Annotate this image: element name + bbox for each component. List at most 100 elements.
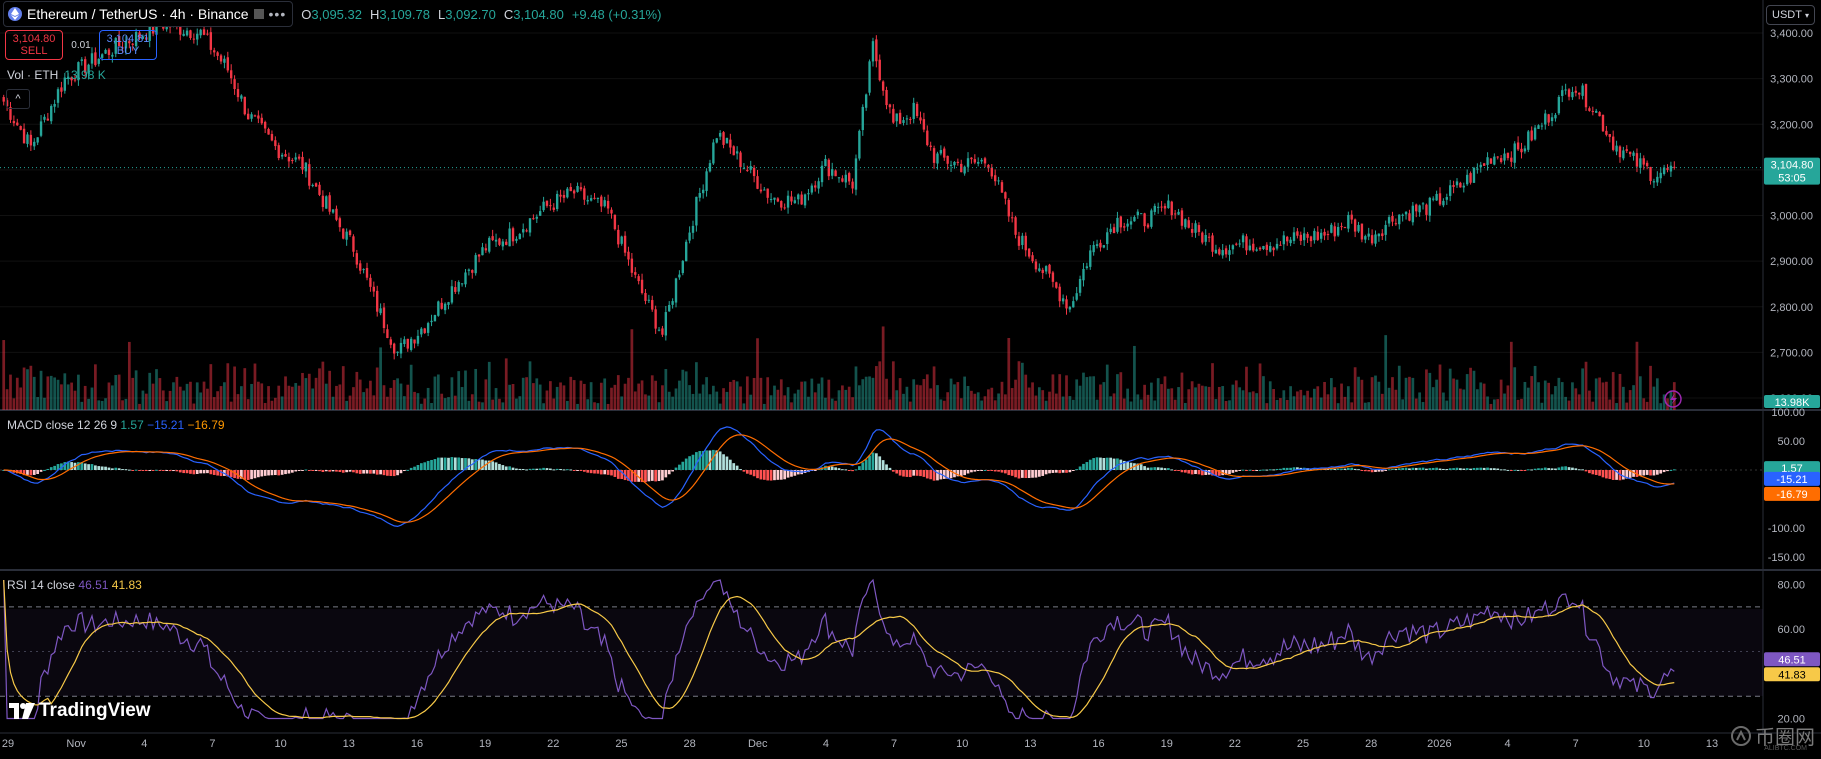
- candle-body: [1038, 268, 1041, 271]
- candle-body: [1438, 193, 1442, 205]
- macd-hist-bar: [1462, 468, 1466, 470]
- price-axis-label: 2,900.00: [1770, 256, 1813, 268]
- volume-bar: [1041, 390, 1045, 410]
- macd-hist-bar: [134, 469, 138, 471]
- volume-bar: [1031, 382, 1034, 410]
- candle-body: [199, 29, 202, 36]
- buy-button[interactable]: 3,104.81 BUY: [99, 30, 157, 60]
- volume-bar: [498, 398, 501, 410]
- volume-bar: [1017, 361, 1021, 410]
- lightning-icon[interactable]: [1664, 390, 1682, 408]
- volume-bar: [1088, 376, 1092, 410]
- candles[interactable]: [2, 15, 1676, 360]
- macd-hist-bar: [1574, 468, 1578, 470]
- macd-hist-bar: [161, 470, 165, 471]
- macd-hist-bar: [1299, 467, 1303, 470]
- volume-bar: [158, 378, 162, 410]
- candle-body: [84, 59, 87, 73]
- macd-hist-bar: [141, 470, 145, 471]
- candle-body: [593, 197, 596, 199]
- macd-legend[interactable]: MACD close 12 26 9 1.57 −15.21 −16.79: [7, 418, 225, 432]
- volume-bar: [1520, 398, 1523, 410]
- change-value: +9.48 (+0.31%): [571, 6, 662, 22]
- candle-body: [610, 209, 613, 214]
- macd-hist-bar: [1560, 466, 1564, 470]
- candle-body: [715, 138, 718, 143]
- currency-selector[interactable]: USDT ▾: [1766, 5, 1815, 25]
- macd-hist-bar: [987, 470, 990, 471]
- candle-body: [1588, 108, 1591, 111]
- candle-body: [994, 175, 997, 182]
- volume-bar: [1136, 394, 1140, 410]
- macd-hist-bar: [813, 470, 817, 471]
- candle-body: [783, 207, 786, 209]
- candle-body: [545, 200, 549, 206]
- macd-hist-bar: [1642, 470, 1646, 476]
- collapse-legend-button[interactable]: ^: [6, 89, 30, 109]
- volume-bar: [756, 338, 759, 410]
- sell-button[interactable]: 3,104.80 SELL: [5, 30, 63, 60]
- candle-body: [260, 117, 263, 124]
- macd-hist-bar: [240, 470, 243, 479]
- candle-body: [1408, 213, 1411, 221]
- volume-bar: [246, 399, 250, 410]
- volume-bar: [1455, 379, 1459, 410]
- volume-bar: [335, 385, 338, 410]
- volume-bar: [1601, 382, 1605, 410]
- rsi-legend[interactable]: RSI 14 close 46.51 41.83: [7, 578, 142, 592]
- macd-hist-bar: [202, 470, 206, 474]
- volume-bar: [691, 393, 695, 410]
- macd-hist-bar: [1476, 467, 1479, 470]
- candle-body: [1479, 164, 1482, 168]
- candle-body: [376, 290, 379, 312]
- volume-bar: [1472, 370, 1476, 410]
- candle-body: [688, 232, 691, 241]
- volume-bar: [358, 379, 362, 410]
- volume-bar: [1061, 396, 1065, 410]
- macd-hist-bar: [83, 463, 87, 470]
- candle-body: [1296, 231, 1299, 236]
- macd-hist-bar: [1571, 467, 1574, 470]
- candle-body: [1150, 210, 1153, 227]
- macd-hist-bar: [144, 470, 148, 471]
- tradingview-logo[interactable]: TradingView: [9, 700, 151, 722]
- symbol-selector[interactable]: Ethereum / TetherUS · 4h · Binance •••: [3, 1, 294, 27]
- volume-bar: [386, 396, 389, 410]
- volume-bar: [745, 376, 749, 410]
- macd-hist-bar: [457, 457, 461, 470]
- candle-body: [881, 81, 885, 91]
- ethereum-icon: [8, 7, 22, 21]
- volume-bar: [976, 392, 980, 410]
- candle-body: [423, 328, 426, 333]
- volume-bar: [1431, 387, 1435, 410]
- volume-label: Vol · ETH: [7, 68, 59, 82]
- candle-body: [1109, 228, 1112, 233]
- flag-icon[interactable]: [253, 9, 264, 19]
- volume-bar: [2, 340, 6, 410]
- candle-body: [1645, 162, 1649, 167]
- candle-body: [294, 157, 297, 160]
- candle-body: [1662, 167, 1666, 174]
- more-options-button[interactable]: •••: [268, 6, 287, 22]
- volume-legend[interactable]: Vol · ETH 13.98 K: [7, 68, 106, 82]
- price-axis-label: 2,700.00: [1770, 347, 1813, 359]
- macd-hist-bar: [1092, 458, 1096, 470]
- candle-body: [185, 30, 189, 36]
- volume-bar: [467, 400, 471, 410]
- macd-hist-bar: [725, 456, 729, 470]
- macd-hist-bar: [1010, 470, 1014, 476]
- macd-hist-bar: [382, 470, 386, 476]
- volume-bar: [1394, 389, 1398, 410]
- candle-body: [1027, 248, 1031, 257]
- macd-hist-bar: [712, 449, 715, 470]
- volume-bar: [1581, 368, 1584, 410]
- time-axis-label: 13: [1706, 738, 1718, 750]
- volume-bar: [155, 369, 158, 410]
- volume-bar: [263, 402, 267, 410]
- volume-bar: [63, 373, 67, 410]
- macd-hist-bar: [1649, 470, 1652, 476]
- macd-hist-bar: [352, 470, 355, 473]
- volume-bar: [667, 391, 671, 410]
